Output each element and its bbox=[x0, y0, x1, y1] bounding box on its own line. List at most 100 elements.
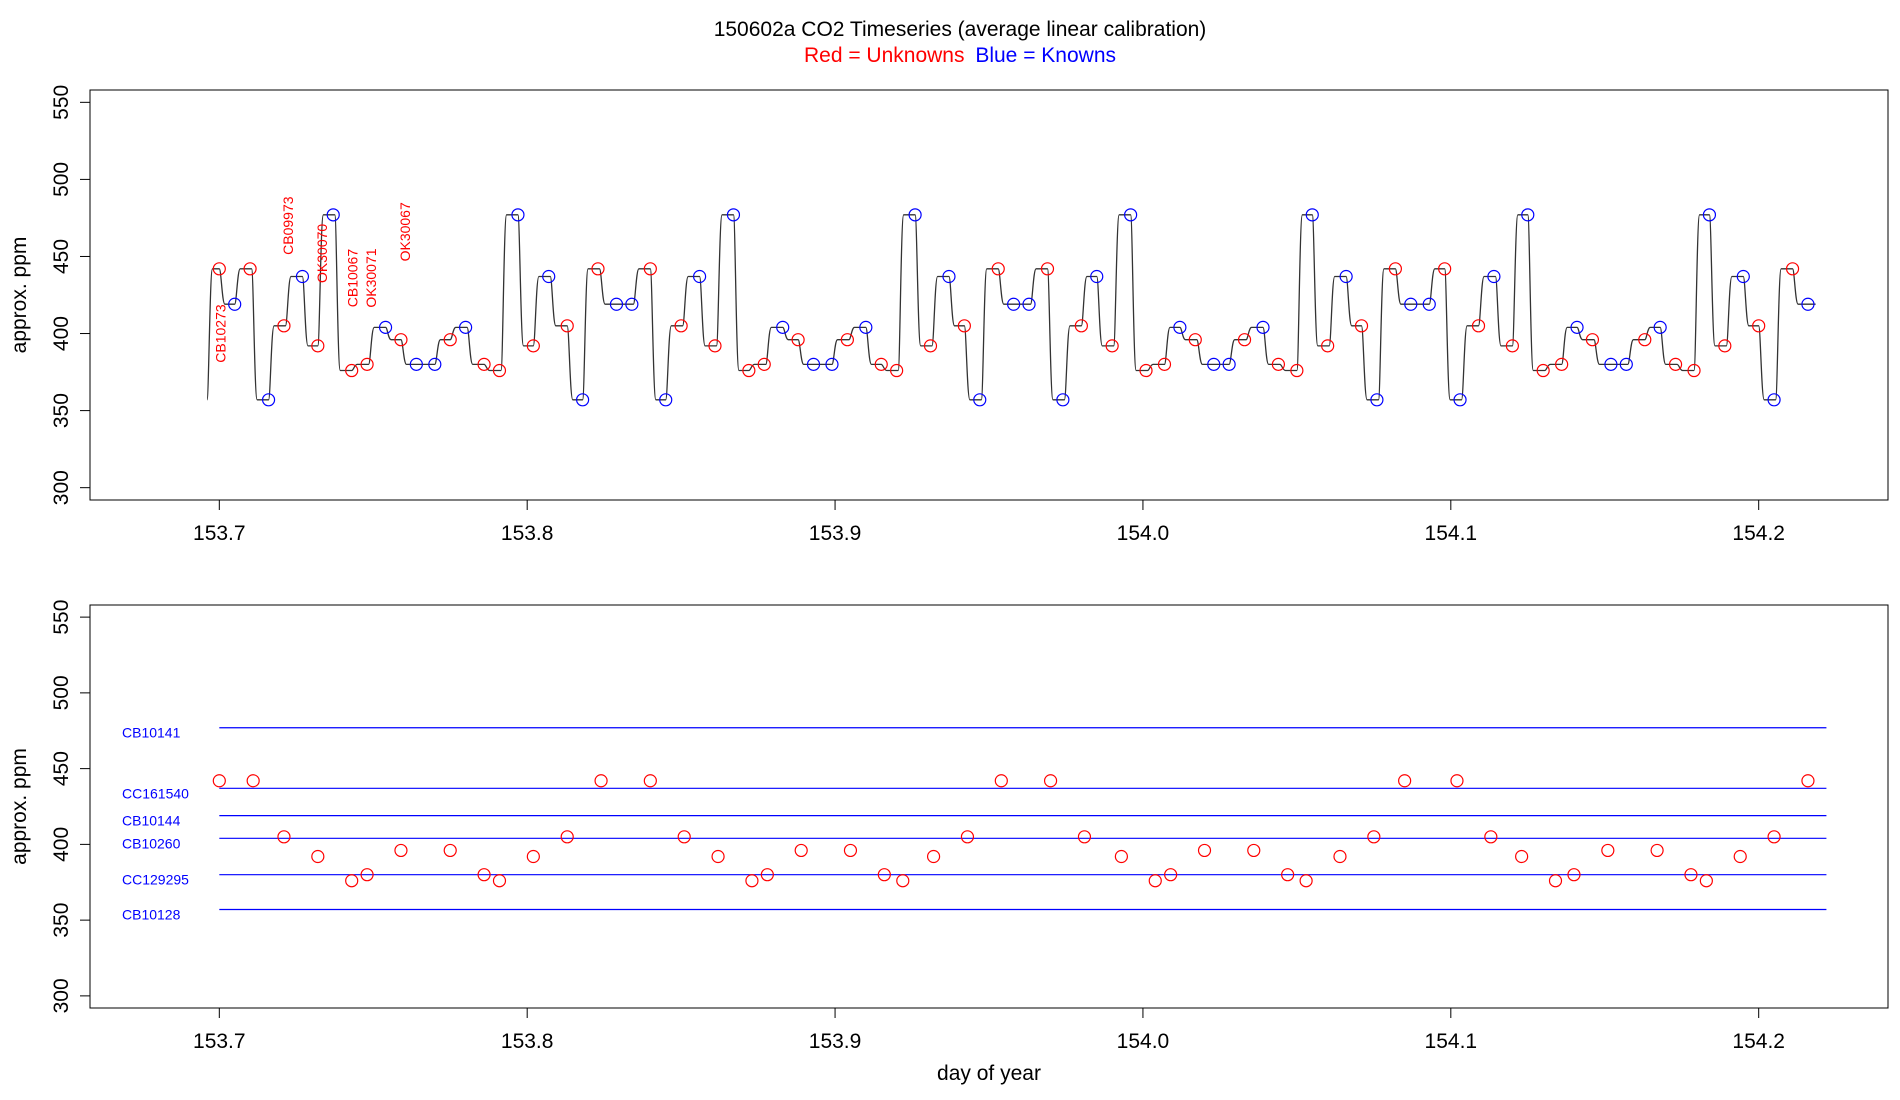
unknown-sample-point bbox=[1555, 357, 1569, 371]
known-sample-point bbox=[1570, 320, 1584, 334]
unknown-sample-point bbox=[1801, 774, 1815, 788]
unknown-sample-point bbox=[560, 830, 574, 844]
unknown-sample-point bbox=[877, 868, 891, 882]
unknown-sample-point bbox=[1484, 830, 1498, 844]
x-tick-label: 153.8 bbox=[501, 522, 554, 545]
known-sample-point bbox=[378, 320, 393, 334]
unknown-sample-point bbox=[1718, 339, 1732, 353]
known-sample-point bbox=[659, 393, 673, 407]
unknown-sample-point bbox=[1197, 843, 1212, 858]
unknown-sample-point bbox=[1567, 868, 1581, 882]
reference-line-label: CB10144 bbox=[122, 813, 181, 829]
unknown-sample-point bbox=[1139, 363, 1153, 378]
unknown-sample-point bbox=[994, 774, 1008, 788]
unknown-sample-point bbox=[840, 333, 854, 347]
unknown-sample-point bbox=[643, 262, 657, 276]
known-sample-point bbox=[409, 357, 423, 371]
unknown-sample-point bbox=[794, 843, 808, 858]
unknown-sample-point bbox=[890, 363, 904, 378]
unknown-sample-point bbox=[560, 319, 574, 333]
legend-knowns: Blue = Knowns bbox=[975, 44, 1116, 67]
y-tick-label: 500 bbox=[50, 675, 73, 710]
unknown-sample-point bbox=[843, 843, 858, 858]
known-sample-point bbox=[1453, 393, 1467, 407]
unknown-sample-point bbox=[1601, 843, 1615, 858]
unknown-sample-point bbox=[643, 774, 657, 788]
known-sample-point bbox=[1090, 269, 1104, 284]
unknown-sample-point bbox=[1148, 874, 1162, 888]
known-sample-point bbox=[1736, 269, 1750, 284]
x-tick-label: 153.9 bbox=[809, 1030, 862, 1053]
unknown-sample-point bbox=[591, 262, 605, 276]
unknown-sample-point bbox=[1536, 363, 1550, 378]
known-sample-point bbox=[1370, 393, 1384, 407]
y-axis-label: approx. ppm bbox=[8, 748, 31, 865]
known-sample-point bbox=[1604, 357, 1618, 371]
known-sample-point bbox=[1487, 269, 1501, 284]
unknown-sample-point bbox=[1505, 339, 1519, 353]
unknown-sample-point bbox=[394, 843, 408, 858]
co2-trace-line bbox=[206, 214, 1816, 401]
y-tick-label: 500 bbox=[50, 162, 73, 197]
unknown-sample-point bbox=[711, 849, 725, 864]
known-sample-point bbox=[859, 320, 873, 334]
x-tick-label: 154.2 bbox=[1732, 1030, 1785, 1053]
x-tick-label: 153.8 bbox=[501, 1030, 554, 1053]
unknown-sample-point bbox=[1785, 262, 1800, 276]
known-sample-point bbox=[625, 297, 639, 311]
unknown-sample-point bbox=[345, 874, 359, 888]
known-sample-point bbox=[776, 320, 790, 334]
known-sample-point bbox=[1339, 269, 1353, 284]
unknown-sample-point bbox=[923, 339, 938, 353]
unknown-sample-point bbox=[742, 363, 756, 378]
unknown-sample-point bbox=[443, 843, 457, 858]
reference-line-label: CB10141 bbox=[122, 725, 181, 741]
unknown-sample-point bbox=[791, 333, 805, 347]
unknown-sample-point bbox=[360, 357, 374, 371]
unknown-sample-point bbox=[874, 357, 888, 371]
x-tick-label: 154.2 bbox=[1732, 522, 1785, 545]
y-tick-label: 300 bbox=[50, 978, 73, 1013]
legend-line: Red = Unknowns Blue = Knowns bbox=[804, 44, 1116, 67]
known-sample-point bbox=[1305, 208, 1319, 222]
unknown-sample-point bbox=[594, 774, 608, 788]
unknown-sample-point bbox=[1164, 868, 1178, 882]
unknown-sample-point bbox=[1398, 774, 1412, 788]
known-sample-point bbox=[1124, 208, 1138, 222]
known-sample-point bbox=[1521, 208, 1535, 222]
unknown-sample-point bbox=[526, 849, 540, 864]
unknown-sample-point bbox=[345, 363, 359, 378]
x-tick-label: 154.0 bbox=[1117, 1030, 1170, 1053]
known-sample-point bbox=[1619, 357, 1633, 371]
known-sample-point bbox=[511, 208, 525, 222]
tank-annotation-label: OK30070 bbox=[314, 224, 330, 283]
known-sample-point bbox=[1702, 208, 1717, 222]
known-sample-point bbox=[609, 297, 624, 311]
unknown-sample-point bbox=[708, 339, 722, 353]
known-sample-point bbox=[295, 269, 310, 284]
plot-frame bbox=[89, 89, 1889, 501]
unknown-sample-point bbox=[1321, 339, 1335, 353]
unknown-sample-point bbox=[477, 868, 491, 882]
known-sample-point bbox=[1422, 297, 1436, 311]
unknown-sample-point bbox=[477, 357, 491, 371]
timeseries-panel: 153.7 153.8 153.9 154.0 154.1 154.2 300 350 400 4… bbox=[8, 85, 1889, 545]
unknown-sample-point bbox=[1114, 849, 1128, 864]
y-tick-label: 400 bbox=[50, 827, 73, 862]
unknown-sample-point bbox=[1650, 843, 1664, 858]
unknown-sample-point bbox=[926, 849, 941, 864]
y-tick-label: 300 bbox=[50, 470, 73, 505]
unknown-sample-point bbox=[1157, 357, 1172, 371]
unknown-sample-point bbox=[1074, 319, 1088, 333]
known-sample-point bbox=[908, 208, 922, 222]
unknown-sample-point bbox=[212, 262, 226, 276]
chart-title: 150602a CO2 Timeseries (average linear c… bbox=[714, 18, 1207, 41]
known-sample-point bbox=[428, 357, 442, 371]
known-sample-point bbox=[806, 357, 821, 371]
known-sample-point bbox=[1653, 320, 1667, 334]
y-tick-label: 550 bbox=[50, 85, 73, 120]
known-sample-point bbox=[942, 269, 956, 284]
known-sample-point bbox=[459, 320, 473, 334]
known-sample-point bbox=[1404, 297, 1418, 311]
